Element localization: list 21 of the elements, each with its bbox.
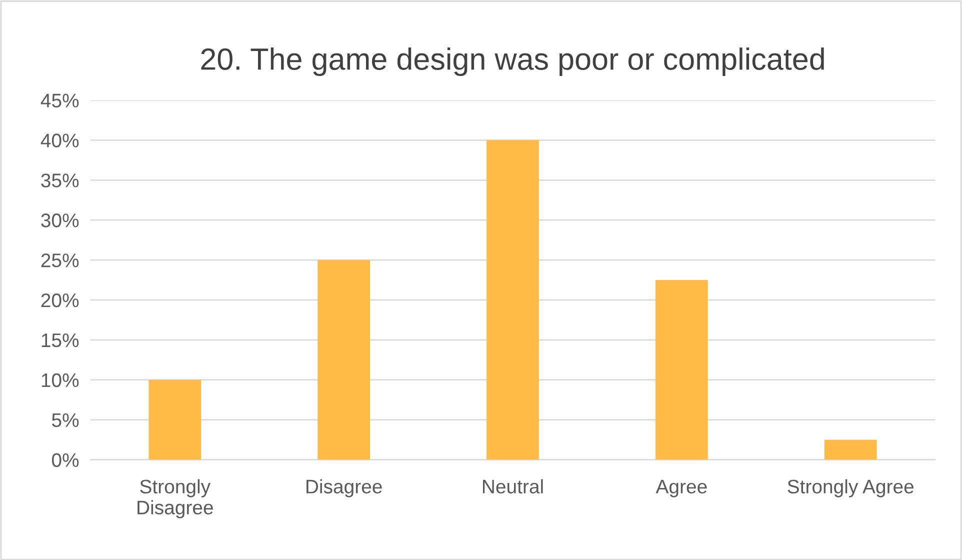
y-tick-label: 15%: [42, 333, 79, 348]
bar: [318, 260, 370, 460]
x-tick-label: Agree: [656, 480, 707, 498]
x-tick-label: Strongly Disagree: [138, 479, 213, 518]
y-tick-label: 10%: [42, 373, 79, 388]
chart-title: 20. The game design was poor or complicated: [201, 48, 824, 76]
y-tick-label: 45%: [40, 94, 79, 108]
y-tick-label: 35%: [41, 174, 79, 188]
x-tick-label: Disagree: [306, 479, 382, 498]
y-tick-label: 40%: [40, 134, 79, 148]
x-tick-label: Strongly Agree: [788, 479, 914, 498]
y-tick-label: 30%: [41, 214, 79, 228]
y-tick-label: 25%: [41, 253, 79, 268]
y-tick-label: 20%: [41, 293, 79, 308]
bar: [486, 140, 539, 460]
bar: [655, 280, 708, 460]
y-tick-label: 5%: [52, 413, 79, 428]
x-tick-label: Neutral: [483, 479, 543, 494]
bar: [824, 440, 877, 460]
y-tick-label: 0%: [52, 453, 79, 467]
bar: [148, 380, 202, 460]
